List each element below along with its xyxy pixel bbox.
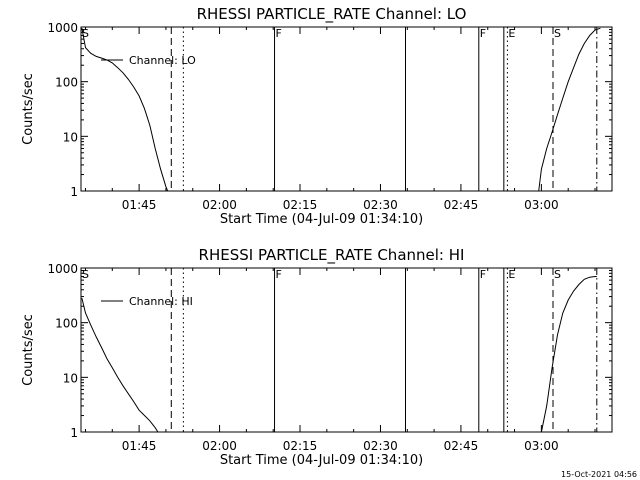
x-tick-label: 01:45 (122, 198, 157, 212)
event-marker-flag: S (82, 268, 89, 281)
chart-title: RHESSI PARTICLE_RATE Channel: LO (197, 5, 467, 24)
x-tick-label: 02:00 (202, 198, 237, 212)
x-tick-label: 02:00 (202, 439, 237, 453)
plot-frame (80, 26, 613, 192)
x-tick-label: 02:15 (283, 198, 318, 212)
event-marker-flag: F (480, 268, 486, 281)
x-tick-label: 02:15 (283, 439, 318, 453)
event-marker-flag: F (276, 268, 282, 281)
y-tick-label: 10 (63, 371, 78, 385)
chart-title: RHESSI PARTICLE_RATE Channel: HI (199, 246, 465, 265)
event-marker-flag: F (276, 27, 282, 40)
x-tick-label: 01:45 (122, 439, 157, 453)
event-marker-flag: E (508, 268, 515, 281)
event-marker-flag: S (82, 27, 89, 40)
x-tick-label: 02:45 (444, 439, 479, 453)
y-axis-label: Counts/sec (21, 73, 36, 145)
x-tick-label: 02:45 (444, 198, 479, 212)
y-tick-label: 1 (70, 426, 78, 440)
series-line (81, 276, 597, 433)
y-axis-label: Counts/sec (21, 314, 36, 386)
plot-frame (80, 267, 613, 433)
legend-label: Channel: LO (129, 54, 196, 67)
y-tick-label: 1 (70, 185, 78, 199)
x-axis-label: Start Time (04-Jul-09 01:34:10) (220, 212, 423, 227)
footer-timestamp: 15-Oct-2021 04:56 (561, 470, 637, 479)
panel-hi: RHESSI PARTICLE_RATE Channel: HI 1 10 100 10… (21, 246, 613, 468)
x-tick-label: 02:30 (363, 439, 398, 453)
y-tick-label: 1000 (47, 21, 78, 35)
event-marker-flag: F (480, 27, 486, 40)
x-tick-label: 02:30 (363, 198, 398, 212)
series-line (81, 27, 601, 192)
event-marker-flag: S (554, 268, 561, 281)
panel-lo: RHESSI PARTICLE_RATE Channel: LO 1 10 100 10… (21, 5, 613, 227)
x-axis-label: Start Time (04-Jul-09 01:34:10) (220, 453, 423, 468)
event-marker-flag: E (508, 27, 515, 40)
y-tick-label: 100 (55, 317, 78, 331)
legend-label: Channel: HI (129, 295, 193, 308)
y-tick-label: 100 (55, 76, 78, 90)
y-tick-label: 10 (63, 130, 78, 144)
x-tick-label: 03:00 (524, 198, 559, 212)
y-tick-label: 1000 (47, 262, 78, 276)
x-tick-label: 03:00 (524, 439, 559, 453)
event-marker-flag: S (554, 27, 561, 40)
